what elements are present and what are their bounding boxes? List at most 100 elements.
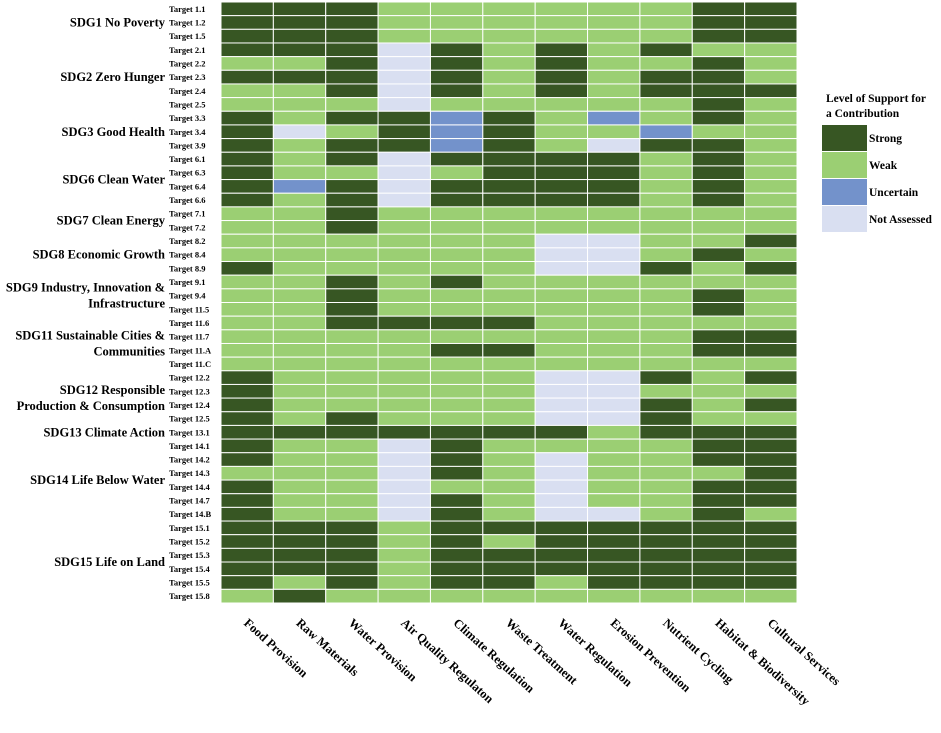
target-label: Target 9.4 — [169, 291, 206, 301]
heatmap-cell — [325, 165, 379, 181]
heatmap-cell — [220, 356, 274, 372]
heatmap-cell — [587, 479, 641, 495]
heatmap-cell — [639, 383, 693, 399]
heatmap-cell — [744, 42, 798, 58]
heatmap-cell — [220, 138, 274, 153]
heatmap-cell — [587, 315, 641, 331]
heatmap-cell — [639, 329, 693, 344]
heatmap-cell — [482, 220, 536, 235]
heatmap-cell — [587, 83, 641, 99]
heatmap-cell — [272, 383, 327, 399]
heatmap-cell — [691, 42, 746, 58]
target-label: Target 8.4 — [169, 250, 206, 260]
heatmap-cell — [220, 452, 274, 467]
heatmap-cell — [482, 274, 536, 290]
heatmap-cell — [272, 561, 327, 577]
sdg-group-label: SDG2 Zero Hunger — [60, 70, 165, 84]
legend-title: Level of Support for — [826, 93, 926, 105]
heatmap-cell — [325, 315, 379, 331]
heatmap-cell — [482, 356, 536, 372]
heatmap-cell — [429, 465, 484, 481]
heatmap-cell — [482, 56, 536, 71]
heatmap-cell — [377, 97, 431, 112]
heatmap-cell — [587, 356, 641, 372]
heatmap-cell — [744, 97, 798, 112]
heatmap-cell — [482, 83, 536, 99]
target-label: Target 7.1 — [169, 209, 206, 219]
heatmap-cell — [220, 69, 274, 85]
heatmap-cell — [639, 561, 693, 577]
heatmap-cell — [744, 83, 798, 99]
heatmap-cell — [220, 110, 274, 126]
heatmap-cell — [325, 138, 379, 153]
heatmap-cell — [534, 493, 589, 508]
heatmap-cell — [639, 465, 693, 481]
heatmap-cell — [534, 97, 589, 112]
heatmap-cell — [272, 547, 327, 563]
heatmap-cell — [534, 288, 589, 303]
legend-swatch — [822, 125, 867, 151]
heatmap-cell — [534, 192, 589, 208]
heatmap-cell — [429, 56, 484, 71]
heatmap-cell — [639, 220, 693, 235]
heatmap-cell — [272, 288, 327, 303]
heatmap-cell — [744, 220, 798, 235]
target-label: Target 15.8 — [169, 591, 210, 601]
heatmap-cell — [482, 438, 536, 454]
heatmap-cell — [220, 383, 274, 399]
heatmap-cell — [377, 342, 431, 358]
heatmap-cell — [272, 165, 327, 181]
heatmap-cell — [377, 411, 431, 426]
heatmap-cell — [482, 315, 536, 331]
heatmap-cell — [220, 28, 274, 44]
heatmap-cell — [534, 383, 589, 399]
heatmap-cell — [691, 424, 746, 440]
heatmap-cell — [534, 56, 589, 71]
target-label: Target 6.6 — [169, 195, 206, 205]
heatmap-cell — [325, 261, 379, 276]
heatmap-cell — [272, 151, 327, 167]
heatmap-cell — [744, 261, 798, 276]
heatmap-cell — [220, 261, 274, 276]
heatmap-cell — [429, 97, 484, 112]
heatmap-cell — [377, 247, 431, 263]
heatmap-cell — [482, 110, 536, 126]
heatmap-cell — [534, 274, 589, 290]
heatmap-cell — [272, 192, 327, 208]
heatmap-cell — [482, 342, 536, 358]
legend-swatch — [822, 179, 867, 205]
heatmap-cell — [534, 179, 589, 194]
heatmap-cell — [691, 151, 746, 167]
heatmap-cell — [534, 124, 589, 140]
heatmap-cell — [482, 329, 536, 344]
heatmap-cell — [272, 1, 327, 17]
heatmap-cell — [429, 397, 484, 413]
heatmap-cell — [429, 179, 484, 194]
heatmap-cell — [587, 465, 641, 481]
heatmap-cell — [429, 83, 484, 99]
target-label: Target 11.6 — [169, 318, 209, 328]
heatmap-cell — [429, 192, 484, 208]
heatmap-cell — [377, 370, 431, 385]
heatmap-cell — [534, 315, 589, 331]
heatmap-cell — [272, 138, 327, 153]
sdg-group-label: Infrastructure — [88, 297, 165, 311]
heatmap-cell — [482, 302, 536, 317]
heatmap-cell — [377, 192, 431, 208]
heatmap-cell — [272, 124, 327, 140]
heatmap-cell — [220, 424, 274, 440]
heatmap-cell — [377, 69, 431, 85]
heatmap-cell — [587, 42, 641, 58]
heatmap-cell — [272, 479, 327, 495]
heatmap-cell — [220, 342, 274, 358]
sdg-group-label: SDG14 Life Below Water — [30, 473, 165, 487]
target-label: Target 14.7 — [169, 496, 211, 506]
heatmap-cell — [639, 575, 693, 590]
heatmap-cell — [325, 97, 379, 112]
heatmap-cell — [482, 69, 536, 85]
heatmap-cell — [220, 547, 274, 563]
heatmap-cell — [639, 83, 693, 99]
heatmap-cell — [482, 547, 536, 563]
heatmap-cell — [377, 383, 431, 399]
